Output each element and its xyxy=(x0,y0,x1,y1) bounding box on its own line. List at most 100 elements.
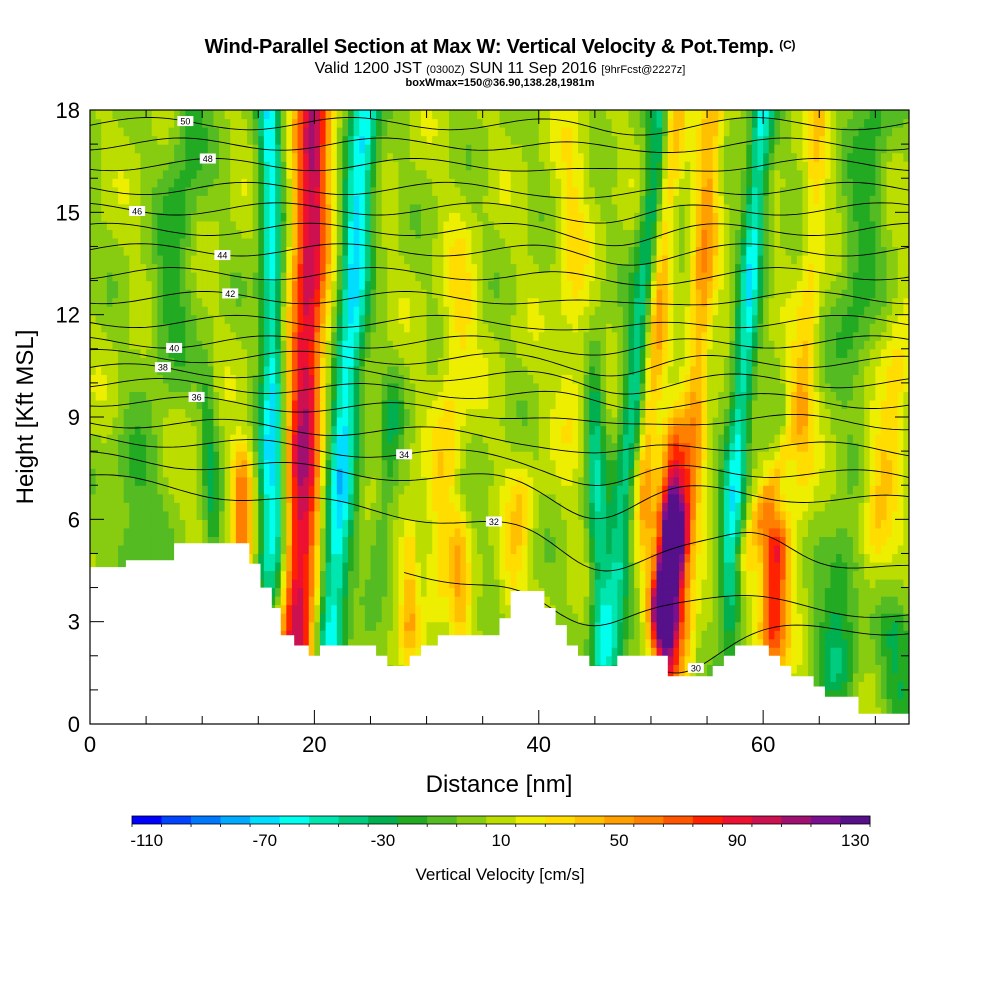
y-tick-label: 15 xyxy=(56,200,80,225)
theta-contour-40 xyxy=(90,335,909,356)
theta-contour-49 xyxy=(90,137,909,153)
terrain-profile xyxy=(90,543,909,724)
valid-utc: (0300Z) xyxy=(426,64,465,76)
colorbar-swatch xyxy=(633,816,664,824)
contour-label-46: 46 xyxy=(132,207,142,217)
theta-contour-33 xyxy=(90,451,909,520)
colorbar-swatch xyxy=(574,816,605,824)
contour-label-44: 44 xyxy=(217,251,227,261)
contour-label-34: 34 xyxy=(399,450,409,460)
colorbar-swatch xyxy=(810,816,841,824)
theta-contour-46 xyxy=(90,202,909,224)
colorbar-swatch xyxy=(486,816,517,824)
y-axis-label: Height [Kft MSL] xyxy=(12,330,39,505)
theta-contour-43 xyxy=(90,267,909,286)
theta-contour-31 xyxy=(403,572,909,627)
x-axis-label: Distance [nm] xyxy=(426,771,573,798)
x-tick-label: 20 xyxy=(302,732,326,757)
colorbar-swatch xyxy=(663,816,694,824)
colorbar-swatch xyxy=(604,816,635,824)
x-tick-label: 0 xyxy=(84,732,96,757)
colorbar-swatch xyxy=(722,816,753,824)
y-tick-label: 12 xyxy=(56,303,80,328)
forecast-info: [9hrFcst@2227z] xyxy=(601,64,686,76)
contour-label-48: 48 xyxy=(203,154,213,164)
colorbar-swatch xyxy=(132,816,162,824)
colorbar-swatch xyxy=(840,816,871,824)
colorbar-swatch xyxy=(191,816,221,824)
colorbar-swatch xyxy=(250,816,280,824)
colorbar-swatch xyxy=(161,816,192,824)
contour-label-32: 32 xyxy=(489,517,499,527)
contour-label-bg xyxy=(154,362,171,373)
x-tick-label: 60 xyxy=(751,732,775,757)
colorbar-tick-label: -110 xyxy=(130,831,163,850)
colorbar-tick-label: -70 xyxy=(253,831,278,850)
theta-contour-48 xyxy=(90,157,909,172)
theta-contour-36 xyxy=(90,396,909,431)
colorbar-swatch xyxy=(692,816,723,824)
contour-label-36: 36 xyxy=(192,392,202,402)
theta-contour-38 xyxy=(90,363,909,395)
chart-title: Wind-Parallel Section at Max W: Vertical… xyxy=(204,36,796,58)
box-info: boxWmax=150@36.90,138.28,1981m xyxy=(405,77,595,89)
contour-label-bg xyxy=(188,391,205,402)
contour-label-bg xyxy=(396,449,413,460)
colorbar-swatch xyxy=(338,816,369,824)
colorbar-swatch xyxy=(397,816,428,824)
contour-label-bg xyxy=(166,342,183,353)
colorbar-swatch xyxy=(309,816,340,824)
chart-subtitle: Valid 1200 JST (0300Z) SUN 11 Sep 2016 [… xyxy=(0,60,1000,78)
colorbar-swatch xyxy=(545,816,576,824)
colorbar: -110 -70 -30 10 50 90 130 xyxy=(130,815,871,850)
y-tick-label: 6 xyxy=(68,507,80,532)
contour-label-30: 30 xyxy=(691,664,701,674)
contour-label-bg xyxy=(177,116,194,127)
contour-label-38: 38 xyxy=(158,363,168,373)
contour-label-bg xyxy=(199,153,216,164)
colorbar-swatch xyxy=(751,816,782,824)
contour-label-bg xyxy=(485,516,502,527)
colorbar-swatch xyxy=(368,816,399,824)
contour-label-bg xyxy=(214,250,231,261)
theta-contour-50 xyxy=(90,117,909,136)
theta-contour-47 xyxy=(90,181,909,199)
theta-contour-39 xyxy=(90,349,909,377)
contour-label-bg xyxy=(687,663,704,674)
colorbar-label: Vertical Velocity [cm/s] xyxy=(415,865,584,884)
valid-date: SUN 11 Sep 2016 xyxy=(469,60,597,77)
colorbar-tick-label: 50 xyxy=(610,831,629,850)
colorbar-tick-label: -30 xyxy=(371,831,396,850)
colorbar-tick-label: 90 xyxy=(728,831,747,850)
colorbar-swatch xyxy=(427,816,458,824)
y-tick-label: 0 xyxy=(68,712,80,737)
y-tick-label: 18 xyxy=(56,98,80,123)
y-tick-label: 3 xyxy=(68,610,80,635)
colorbar-tick-label: 10 xyxy=(492,831,511,850)
contour-label-bg xyxy=(222,288,239,299)
colorbar-swatch xyxy=(781,816,812,824)
colorbar-swatch xyxy=(456,816,487,824)
copyright-mark: (C) xyxy=(779,38,796,52)
contour-label-50: 50 xyxy=(180,117,190,127)
theta-contour-35 xyxy=(90,418,909,457)
colorbar-swatch xyxy=(220,816,251,824)
x-tick-label: 40 xyxy=(527,732,551,757)
theta-contour-41 xyxy=(90,314,909,331)
valid-time: Valid 1200 JST xyxy=(314,60,422,77)
terrain-mask xyxy=(90,543,909,724)
y-tick-label: 9 xyxy=(68,405,80,430)
theta-contour-37 xyxy=(90,378,909,411)
contour-label-bg xyxy=(129,206,146,217)
theta-contour-34 xyxy=(90,433,909,486)
colorbar-swatch xyxy=(515,816,546,824)
theta-contour-45 xyxy=(90,222,909,247)
colorbar-frame xyxy=(131,815,871,825)
colorbar-tick-label: 130 xyxy=(841,831,869,850)
contour-label-42: 42 xyxy=(225,289,235,299)
colorbar-swatch xyxy=(279,816,310,824)
